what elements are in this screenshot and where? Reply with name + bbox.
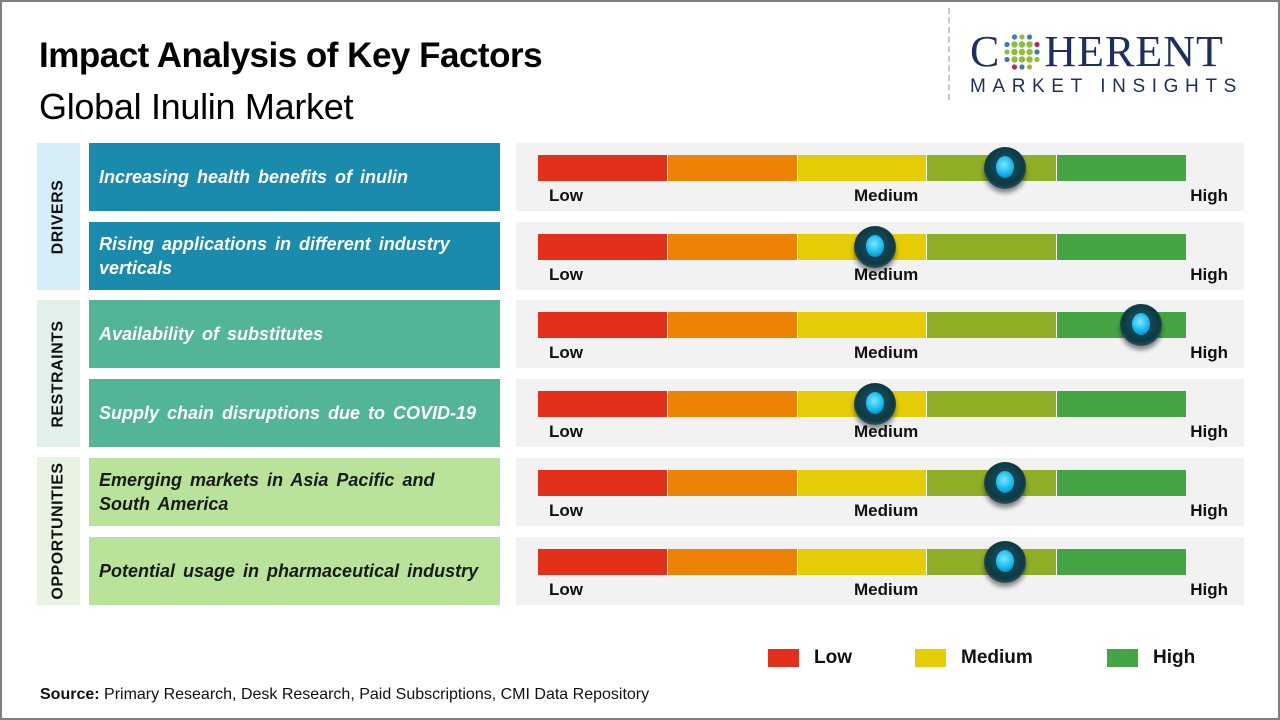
impact-gauge: Low Medium High — [516, 143, 1244, 211]
gauge-indicator-knob — [1119, 304, 1162, 346]
gauge-label-low: Low — [549, 501, 583, 520]
legend-swatch — [1107, 649, 1138, 667]
gauge-label-high: High — [1190, 422, 1228, 441]
gauge-label-low: Low — [549, 343, 583, 362]
gauge-segment — [927, 391, 1058, 417]
gauge-label-medium: Medium — [854, 343, 919, 362]
impact-gauge: Low Medium High — [516, 537, 1244, 605]
gauge-track — [538, 470, 1186, 496]
gauge-segment — [667, 470, 798, 496]
gauge-label-high: High — [1190, 186, 1228, 205]
gauge-label-medium: Medium — [854, 501, 919, 520]
factor-label: Supply chain disruptions due to COVID-19 — [89, 379, 500, 447]
gauge-segment — [1057, 470, 1186, 496]
logo-divider — [948, 8, 950, 100]
factor-label: Rising applications in different industr… — [89, 222, 500, 290]
logo-letters-herent: HERENT — [1044, 27, 1224, 76]
gauge-label-medium: Medium — [854, 186, 919, 205]
category-label: DRIVERS — [49, 179, 67, 254]
category-drivers: DRIVERS — [37, 143, 80, 290]
factor-label: Emerging markets in Asia Pacific and Sou… — [89, 458, 500, 526]
legend-item-medium: Medium — [915, 647, 1033, 669]
gauge-track — [538, 391, 1186, 417]
dotted-globe-icon — [1002, 32, 1042, 72]
gauge-segment — [797, 470, 928, 496]
gauge-indicator-knob — [983, 147, 1026, 189]
gauge-segment — [667, 391, 798, 417]
gauge-segment — [1057, 549, 1186, 575]
gauge-indicator-knob — [983, 541, 1026, 583]
gauge-label-high: High — [1190, 343, 1228, 362]
gauge-label-high: High — [1190, 265, 1228, 284]
category-label: OPPORTUNITIES — [49, 462, 67, 600]
gauge-segment — [667, 312, 798, 338]
source-note: Source: Primary Research, Desk Research,… — [40, 686, 649, 704]
company-logo: C HERENT MARKET INSIGHTS — [970, 30, 1260, 98]
gauge-segment — [797, 312, 928, 338]
gauge-track — [538, 549, 1186, 575]
gauge-segment — [538, 549, 668, 575]
category-opportunities: OPPORTUNITIES — [37, 457, 80, 605]
gauge-label-high: High — [1190, 580, 1228, 599]
legend-item-high: High — [1107, 647, 1195, 669]
logo-tagline: MARKET INSIGHTS — [970, 76, 1243, 97]
gauge-label-medium: Medium — [854, 580, 919, 599]
gauge-segment — [538, 391, 668, 417]
gauge-label-high: High — [1190, 501, 1228, 520]
gauge-indicator-knob — [853, 226, 896, 268]
source-text: Primary Research, Desk Research, Paid Su… — [99, 686, 650, 703]
gauge-segment — [538, 234, 668, 260]
gauge-segment — [538, 155, 668, 181]
gauge-segment — [797, 549, 928, 575]
gauge-label-medium: Medium — [854, 422, 919, 441]
gauge-label-low: Low — [549, 580, 583, 599]
gauge-indicator-knob — [853, 383, 896, 425]
legend-label: Low — [814, 647, 852, 668]
gauge-segment — [1057, 234, 1186, 260]
legend-label: High — [1153, 647, 1196, 668]
legend-label: Medium — [961, 647, 1033, 668]
logo-wordmark: C HERENT — [970, 30, 1260, 74]
page-title: Impact Analysis of Key Factors — [39, 36, 543, 75]
gauge-segment — [1057, 391, 1186, 417]
factor-label: Availability of substitutes — [89, 300, 500, 368]
gauge-label-low: Low — [549, 186, 583, 205]
gauge-label-low: Low — [549, 265, 583, 284]
gauge-segment — [667, 549, 798, 575]
factor-label: Potential usage in pharmaceutical indust… — [89, 537, 500, 605]
logo-letter-c: C — [970, 27, 1001, 76]
gauge-segment — [667, 234, 798, 260]
gauge-segment — [538, 312, 668, 338]
impact-gauge: Low Medium High — [516, 379, 1244, 447]
factor-label: Increasing health benefits of inulin — [89, 143, 500, 211]
category-restraints: RESTRAINTS — [37, 300, 80, 447]
gauge-segment — [1057, 155, 1186, 181]
gauge-segment — [538, 470, 668, 496]
page-subtitle: Global Inulin Market — [39, 86, 354, 127]
gauge-segment — [927, 234, 1058, 260]
gauge-label-low: Low — [549, 422, 583, 441]
impact-gauge: Low Medium High — [516, 458, 1244, 526]
gauge-track — [538, 312, 1186, 338]
impact-gauge: Low Medium High — [516, 300, 1244, 368]
gauge-segment — [797, 155, 928, 181]
legend-swatch — [915, 649, 946, 667]
legend-item-low: Low — [768, 647, 852, 669]
category-label: RESTRAINTS — [49, 319, 67, 428]
gauge-label-medium: Medium — [854, 265, 919, 284]
gauge-track — [538, 155, 1186, 181]
impact-gauge: Low Medium High — [516, 222, 1244, 290]
source-prefix: Source: — [40, 686, 100, 703]
gauge-segment — [667, 155, 798, 181]
legend-swatch — [768, 649, 799, 667]
gauge-indicator-knob — [983, 462, 1026, 504]
gauge-segment — [927, 312, 1058, 338]
